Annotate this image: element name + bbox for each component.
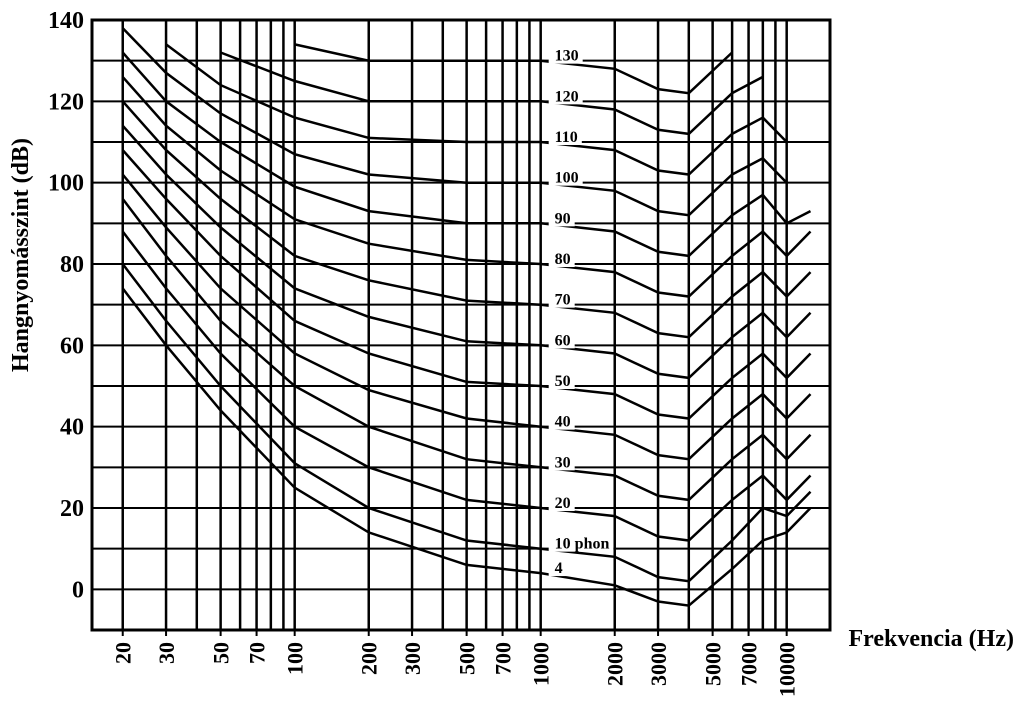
- x-tick-label: 300: [400, 642, 425, 675]
- x-tick-label: 500: [455, 642, 480, 675]
- loudness-curve: [121, 287, 812, 607]
- curve-label-bg: [548, 411, 575, 430]
- curve-label: 80: [555, 251, 571, 268]
- x-axis-title: Frekvencia (Hz): [848, 626, 1014, 652]
- curve-label-bg: [548, 371, 575, 389]
- loudness-curve: [121, 76, 812, 298]
- x-tick-label: 100: [283, 642, 308, 675]
- curve-label: 10 phon: [555, 536, 610, 553]
- curve-label: 130: [555, 48, 579, 65]
- x-tick-label: 2000: [603, 642, 628, 686]
- curve-label: 20: [555, 495, 571, 512]
- y-tick-label: 0: [72, 577, 84, 603]
- x-tick-label: 10000: [775, 642, 800, 697]
- curve-label-bg: [548, 558, 567, 577]
- curve-label: 40: [555, 414, 571, 431]
- loudness-curve: [121, 230, 812, 542]
- curve-label-bg: [548, 533, 614, 552]
- curve-label: 50: [555, 373, 571, 390]
- curve-label-bg: [548, 289, 575, 308]
- loudness-curve: [121, 198, 812, 502]
- curve-label-bg: [548, 127, 582, 145]
- y-tick-label: 120: [48, 89, 84, 115]
- loudness-curve: [165, 43, 788, 176]
- curve-label: 60: [555, 332, 571, 349]
- y-tick-label: 140: [48, 8, 84, 34]
- x-tick-label: 30: [154, 642, 179, 664]
- loudness-curve: [121, 27, 788, 217]
- loudness-curve: [220, 51, 764, 136]
- loudness-curve: [121, 149, 812, 420]
- curve-label-bg: [548, 86, 583, 105]
- curve-label-bg: [548, 452, 575, 471]
- loudness-curve: [294, 43, 733, 95]
- loudness-curve: [121, 173, 812, 461]
- x-tick-label: 20: [111, 642, 136, 664]
- curve-label: 110: [555, 129, 578, 146]
- x-tick-label: 50: [209, 642, 234, 664]
- curve-label-bg: [548, 249, 575, 267]
- curve-label-bg: [548, 330, 575, 349]
- y-tick-label: 40: [60, 415, 84, 441]
- curve-label-bg: [548, 493, 575, 511]
- loudness-curve: [121, 51, 812, 258]
- curve-label-bg: [548, 208, 575, 227]
- loudness-curve: [121, 263, 812, 583]
- y-axis-title: Hangnyomásszint (dB): [8, 138, 34, 372]
- curve-label: 4: [555, 560, 563, 577]
- curve-label: 70: [555, 292, 571, 309]
- curve-label-bg: [548, 45, 583, 64]
- x-tick-label: 200: [357, 642, 382, 675]
- loudness-curve: [121, 124, 812, 380]
- curve-label: 30: [555, 454, 571, 471]
- loudness-curve: [121, 100, 812, 339]
- y-tick-label: 60: [60, 333, 84, 359]
- curve-label: 90: [555, 210, 571, 227]
- x-tick-label: 7000: [737, 642, 762, 686]
- x-tick-label: 3000: [646, 642, 671, 686]
- y-tick-label: 80: [60, 252, 84, 278]
- curve-label-bg: [548, 167, 583, 186]
- x-tick-label: 1000: [529, 642, 554, 686]
- y-tick-label: 100: [48, 171, 84, 197]
- plot-frame: [90, 18, 832, 632]
- x-tick-label: 700: [491, 642, 516, 675]
- x-tick-label: 5000: [701, 642, 726, 686]
- curve-label: 100: [555, 170, 579, 187]
- curve-label: 120: [555, 88, 579, 105]
- y-tick-label: 20: [60, 496, 84, 522]
- x-tick-label: 70: [245, 642, 270, 664]
